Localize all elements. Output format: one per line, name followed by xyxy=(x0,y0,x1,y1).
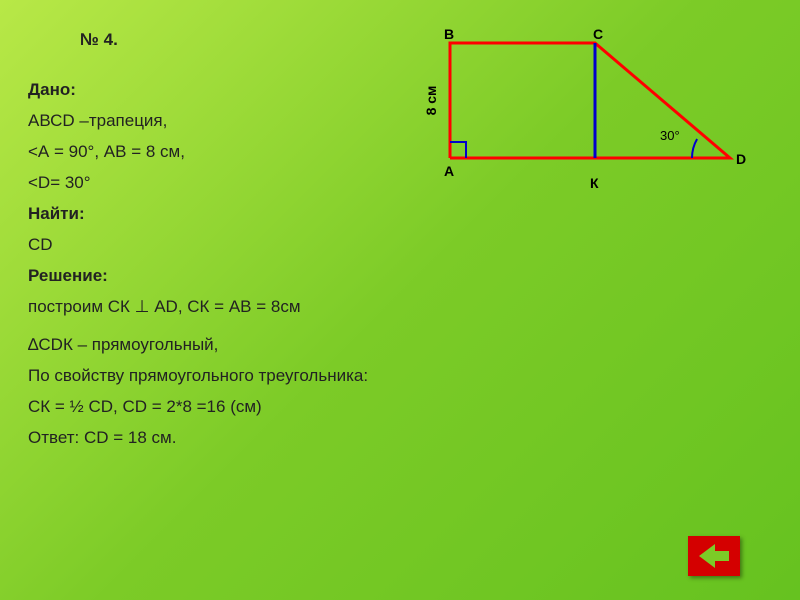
back-button[interactable] xyxy=(688,536,740,576)
vertex-k-label: К xyxy=(590,175,599,191)
content-block: Дано: АВСD –трапеция, <А = 90°, АВ = 8 с… xyxy=(28,80,368,448)
problem-number: № 4. xyxy=(80,30,118,50)
solution-line-2: ∆СDК – прямоугольный, xyxy=(28,335,368,355)
angle-arc xyxy=(692,139,697,158)
vertex-b-label: В xyxy=(444,28,454,42)
trapezoid-shape xyxy=(450,43,730,158)
vertex-a-label: А xyxy=(444,163,454,179)
given-heading: Дано: xyxy=(28,80,368,100)
vertex-c-label: С xyxy=(593,28,603,42)
side-label: 8 см xyxy=(423,86,439,116)
solution-line-4: СК = ½ CD, CD = 2*8 =16 (см) xyxy=(28,397,368,417)
trapezoid-diagram: 8 см А В С D К 30° xyxy=(420,28,760,208)
solution-line-5: Ответ: СD = 18 см. xyxy=(28,428,368,448)
solution-heading: Решение: xyxy=(28,266,368,286)
given-line-1: АВСD –трапеция, xyxy=(28,111,368,131)
arrow-left-icon xyxy=(699,544,729,568)
solution-line-3: По свойству прямоугольного треугольника: xyxy=(28,366,368,386)
find-line: СD xyxy=(28,235,368,255)
find-heading: Найти: xyxy=(28,204,368,224)
solution-line-1: построим СК ⊥ АD, СК = АВ = 8см xyxy=(28,297,368,317)
vertex-d-label: D xyxy=(736,151,746,167)
right-angle-marker xyxy=(450,142,466,158)
given-line-2: <А = 90°, АВ = 8 см, xyxy=(28,142,368,162)
given-line-3: <D= 30° xyxy=(28,173,368,193)
angle-label: 30° xyxy=(660,128,680,143)
